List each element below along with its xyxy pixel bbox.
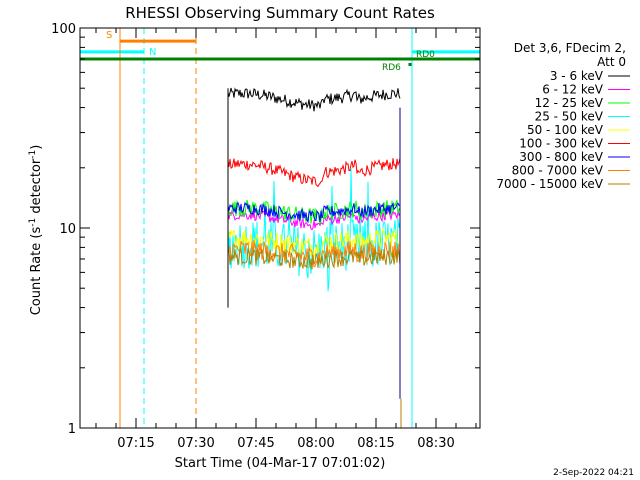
y-axis-label-prefix: Count Rate (s [29,227,44,316]
legend-label-4: 50 - 100 keV [527,123,604,137]
y-tick-label: 10 [59,222,76,237]
decimation-label-rd6: RD6 [382,63,401,73]
x-tick-label: 07:45 [237,436,274,451]
legend-label-0: 3 - 6 keV [550,69,604,83]
legend-label-2: 12 - 25 keV [535,96,604,110]
legend-label-7: 800 - 7000 keV [512,164,604,178]
legend-label-1: 6 - 12 keV [542,83,604,97]
y-axis-label-exponent-2: -1 [28,150,38,159]
x-tick-label: 07:15 [117,436,154,451]
legend-label-5: 100 - 300 keV [519,137,603,151]
footer-timestamp: 2-Sep-2022 04:21 [553,468,634,478]
x-tick-label: 07:30 [177,436,214,451]
series-line-6 [227,201,401,224]
y-axis-label-mid: detector [29,158,44,218]
legend-label-6: 300 - 800 keV [519,150,603,164]
y-tick-label: 100 [51,22,76,37]
decimation-marker [408,62,412,66]
series-line-0 [227,87,401,112]
legend-header-line2: Att 0 [597,55,626,69]
plot-area: N S RD6 RD0 1 10 100 07:15 07:30 07:45 08:00 08:15 0… [51,22,481,451]
y-tick-label: 1 [68,422,76,437]
x-tick-label: 08:00 [297,436,334,451]
x-tick-label: 08:30 [417,436,454,451]
series-line-8 [227,247,401,270]
saa-label: S [106,30,112,41]
y-axis-label-suffix: ) [29,145,44,150]
chart-title: RHESSI Observing Summary Count Rates [125,4,435,22]
legend-label-3: 25 - 50 keV [535,110,604,124]
x-tick-label: 08:15 [357,436,394,451]
decimation-label-rd0: RD0 [416,50,435,60]
series-line-5 [227,157,401,188]
x-axis-label: Start Time (04-Mar-17 07:01:02) [175,456,386,471]
night-label: N [149,47,156,58]
y-axis-label-exponent: -1 [28,218,38,227]
legend-label-8: 7000 - 15000 keV [496,177,603,191]
y-axis-label: Count Rate (s-1 detector-1) [28,145,44,316]
legend-header-line1: Det 3,6, FDecim 2, [514,41,626,55]
